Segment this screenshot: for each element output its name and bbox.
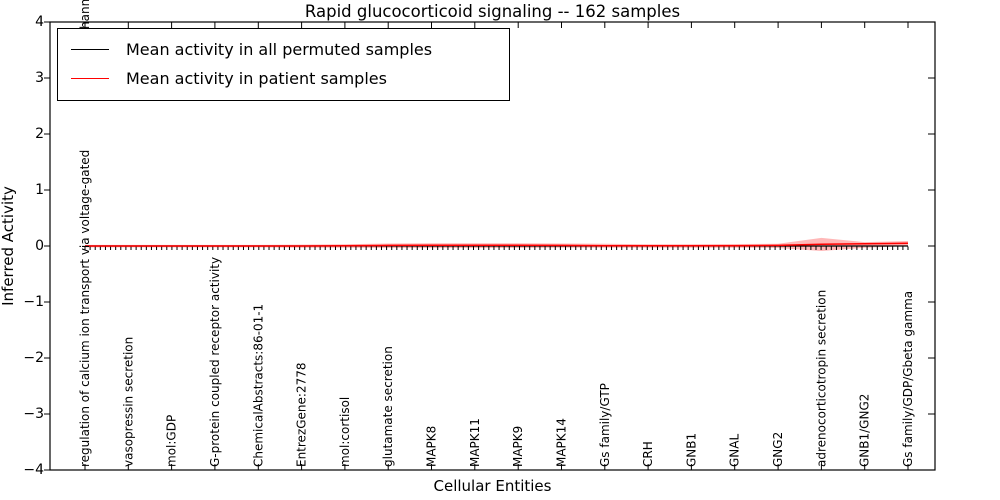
x-tick-label: glutamate secretion — [381, 346, 395, 467]
x-tick-label: G-protein coupled receptor activity — [208, 257, 222, 467]
red-line-icon — [71, 78, 109, 79]
x-tick-label: mol:GDP — [165, 415, 179, 467]
x-tick-label: MAPK9 — [511, 426, 525, 467]
x-tick-label: ChemicalAbstracts:86-01-1 — [251, 304, 265, 467]
x-axis-label: Cellular Entities — [433, 477, 552, 495]
y-tick-label: −4 — [23, 462, 44, 478]
legend-entry-patient: Mean activity in patient samples — [58, 64, 509, 93]
y-tick-label: 3 — [35, 70, 44, 86]
x-tick-label: GNB1 — [684, 433, 698, 467]
y-tick-label: 0 — [35, 238, 44, 254]
x-tick-label: regulation of calcium ion transport via … — [78, 150, 92, 467]
x-tick-label: MAPK8 — [425, 426, 439, 467]
legend-entry-permuted: Mean activity in all permuted samples — [58, 35, 509, 64]
x-tick-label: mol:cortisol — [338, 397, 352, 467]
x-tick-label: MAPK14 — [555, 418, 569, 467]
black-line-icon — [71, 49, 109, 50]
y-tick-label: 4 — [35, 14, 44, 30]
x-tick-label-overflow: hannel — [78, 0, 92, 29]
y-tick-label: 1 — [35, 182, 44, 198]
y-tick-label: −1 — [23, 294, 44, 310]
x-tick-label: GNG2 — [771, 432, 785, 467]
x-tick-label: GNAL — [728, 434, 742, 467]
x-tick-label: EntrezGene:2778 — [295, 363, 309, 468]
x-tick-label: adrenocorticotropin secretion — [814, 290, 828, 467]
y-tick-label: −3 — [23, 406, 44, 422]
legend-label-patient: Mean activity in patient samples — [126, 69, 387, 88]
x-tick-label: Gs family/GDP/Gbeta gamma — [901, 291, 915, 467]
y-axis-label: Inferred Activity — [0, 186, 17, 306]
entity-minor-ticks — [84, 246, 909, 250]
patient-mean-line — [85, 242, 909, 247]
x-tick-label: GNB1/GNG2 — [858, 394, 872, 467]
y-tick-label: −2 — [23, 350, 44, 366]
x-tick-label: CRH — [641, 441, 655, 467]
legend-label-permuted: Mean activity in all permuted samples — [126, 40, 433, 59]
x-tick-label: MAPK11 — [468, 418, 482, 467]
legend: Mean activity in all permuted samples Me… — [57, 28, 510, 101]
x-tick-label: vasopressin secretion — [121, 337, 135, 467]
x-tick-label: Gs family/GTP — [598, 383, 612, 467]
chart-title: Rapid glucocorticoid signaling -- 162 sa… — [304, 2, 681, 21]
y-tick-label: 2 — [35, 126, 44, 142]
